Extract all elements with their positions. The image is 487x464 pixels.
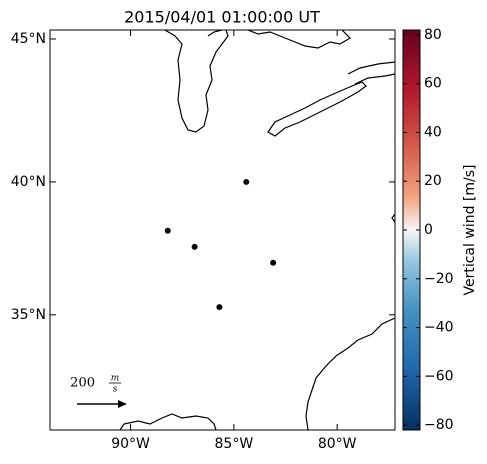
y-tick-label: 45°N [11, 31, 46, 47]
quiver-key-unit-num: m [111, 374, 120, 384]
colorbar-tick-label: −20 [424, 271, 454, 287]
quiver-key-head [118, 400, 127, 408]
colorbar-tick-label: 80 [424, 27, 442, 43]
colorbar-tick-label: 40 [424, 124, 442, 140]
y-tick-label: 35°N [11, 307, 46, 323]
colorbar-tick-label: −80 [424, 417, 454, 433]
station-point [191, 243, 198, 250]
map-frame [49, 29, 396, 431]
station-point [270, 259, 277, 266]
coastlines [119, 30, 395, 430]
x-tick-label: 85°W [215, 436, 254, 452]
station-point [216, 304, 223, 311]
station-point [243, 178, 250, 185]
colorbar-tick-label: 20 [424, 173, 442, 189]
colorbar-tick-label: 0 [424, 222, 433, 238]
chart-title: 2015/04/01 01:00:00 UT [124, 8, 320, 27]
colorbar-label: Vertical wind [m/s] [462, 165, 478, 296]
quiver-key-value: 200 [70, 376, 95, 391]
x-tick-label: 90°W [111, 436, 150, 452]
colorbar-tick-label: −60 [424, 368, 454, 384]
colorbar-tick-label: −40 [424, 320, 454, 336]
colorbar-tick-label: 60 [424, 76, 442, 92]
station-point [164, 227, 171, 234]
y-tick-label: 40°N [11, 174, 46, 190]
x-tick-label: 80°W [318, 436, 357, 452]
quiver-key-unit-den: s [113, 385, 118, 395]
